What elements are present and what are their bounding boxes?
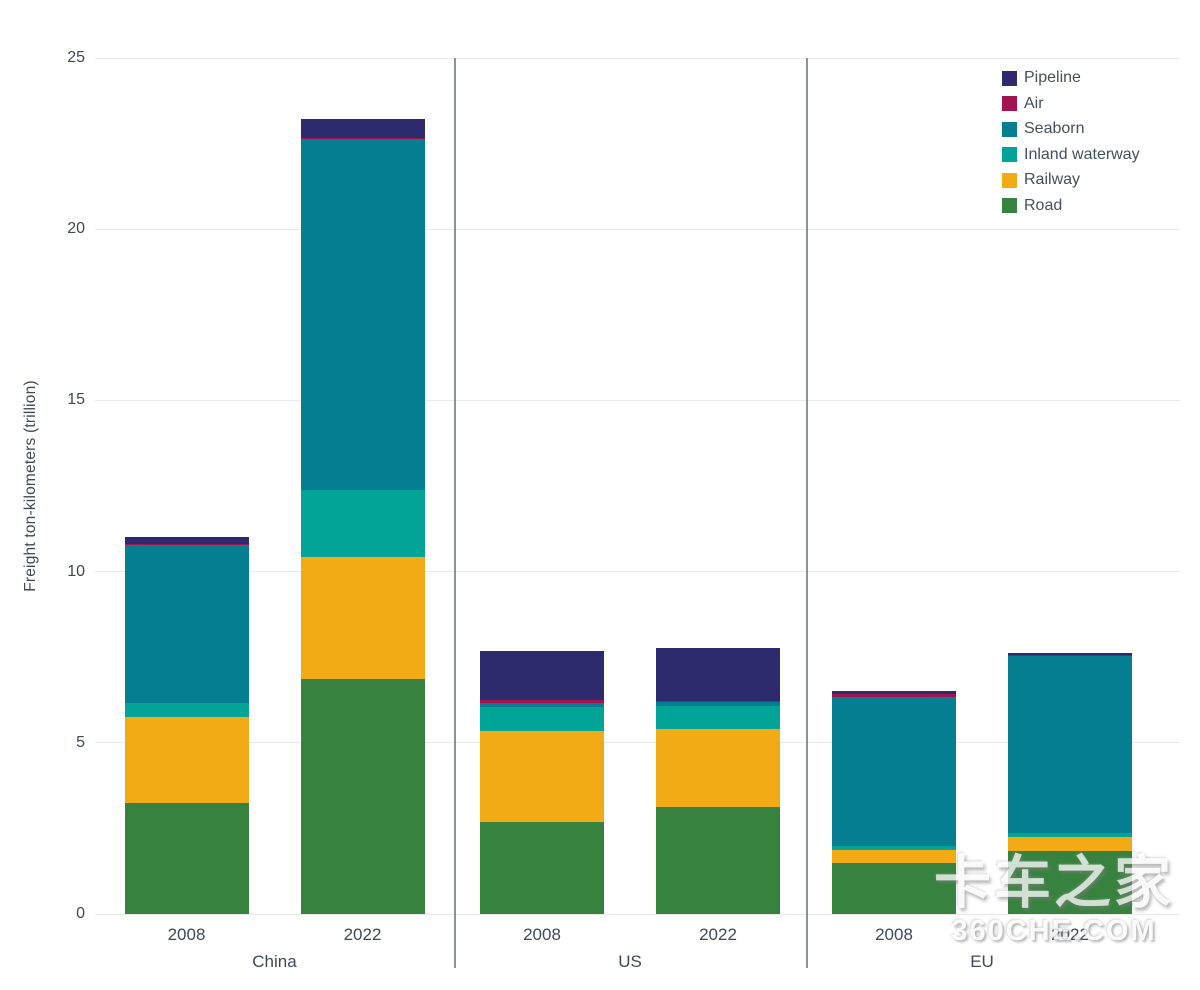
bar-segment-china-2008-pipeline bbox=[124, 536, 249, 544]
legend-label-railway: Railway bbox=[1024, 171, 1081, 188]
legend-swatch-seaborn bbox=[1002, 121, 1017, 137]
legend-label-seaborn: Seaborn bbox=[1024, 120, 1085, 137]
legend-item-inland-waterway: Inland waterway bbox=[1002, 145, 1140, 163]
gridline-5 bbox=[95, 742, 1180, 744]
bar-segment-eu-2008-seaborn bbox=[832, 696, 956, 846]
gridline-10 bbox=[95, 571, 1180, 573]
y-tick-label-0: 0 bbox=[76, 905, 85, 922]
year-label-eu-2008: 2008 bbox=[875, 925, 913, 944]
bar-segment-us-2008-inland-waterway bbox=[480, 706, 604, 732]
bar-segment-china-2022-road bbox=[300, 679, 425, 914]
bar-segment-china-2022-railway bbox=[300, 556, 425, 680]
legend-label-pipeline: Pipeline bbox=[1024, 69, 1081, 86]
bar-segment-us-2008-railway bbox=[480, 731, 604, 822]
bar-segment-us-2008-pipeline bbox=[480, 650, 604, 700]
bar-segment-eu-2008-railway bbox=[832, 849, 956, 863]
legend-swatch-road bbox=[1002, 198, 1017, 213]
y-axis-title: Freight ton-kilometers (trillion) bbox=[22, 380, 39, 592]
legend-item-seaborn: Seaborn bbox=[1002, 120, 1140, 137]
bar-segment-china-2008-road bbox=[124, 802, 249, 914]
bar-segment-china-2022-seaborn bbox=[300, 139, 425, 491]
y-tick-label-10: 10 bbox=[67, 562, 85, 580]
bar-segment-us-2022-pipeline bbox=[656, 647, 780, 702]
legend-item-pipeline: Pipeline bbox=[1002, 69, 1140, 86]
y-tick-label-20: 20 bbox=[67, 220, 85, 238]
bar-segment-china-2022-inland-waterway bbox=[300, 490, 425, 557]
bar-segment-us-2022-road bbox=[656, 806, 780, 914]
group-separator-1 bbox=[454, 58, 456, 968]
legend-label-inland-waterway: Inland waterway bbox=[1024, 145, 1140, 163]
bar-segment-china-2022-pipeline bbox=[300, 119, 425, 139]
bar-segment-us-2008-seaborn bbox=[480, 703, 604, 707]
bar-segment-eu-2008-air bbox=[832, 694, 956, 697]
bar-segment-us-2022-inland-waterway bbox=[656, 706, 780, 730]
y-tick-label-5: 5 bbox=[76, 733, 85, 751]
bar-segment-us-2008-air bbox=[480, 700, 604, 704]
bar-segment-eu-2022-air bbox=[1008, 654, 1132, 656]
legend-swatch-railway bbox=[1002, 172, 1017, 188]
legend-swatch-inland-waterway bbox=[1002, 147, 1017, 162]
bar-segment-china-2008-air bbox=[124, 543, 249, 545]
legend-item-air: Air bbox=[1002, 94, 1140, 112]
bar-segment-us-2022-air bbox=[656, 701, 780, 703]
bar-segment-us-2022-railway bbox=[656, 729, 780, 807]
legend-label-air: Air bbox=[1024, 94, 1044, 112]
legend-label-road: Road bbox=[1024, 196, 1063, 214]
gridline-25 bbox=[95, 57, 1180, 59]
gridline-0 bbox=[95, 913, 1180, 915]
bar-segment-eu-2008-road bbox=[832, 862, 956, 914]
legend-item-railway: Railway bbox=[1002, 171, 1140, 188]
group-label-us: US bbox=[618, 952, 642, 971]
year-label-us-2022: 2022 bbox=[699, 925, 737, 944]
bar-segment-eu-2022-seaborn bbox=[1008, 655, 1132, 833]
group-label-eu: EU bbox=[970, 952, 994, 971]
bar-segment-china-2022-air bbox=[300, 138, 425, 140]
bar-segment-china-2008-seaborn bbox=[124, 544, 249, 704]
y-tick-label-15: 15 bbox=[67, 391, 85, 409]
bar-segment-eu-2008-inland-waterway bbox=[832, 845, 956, 850]
bar-segment-eu-2022-railway bbox=[1008, 836, 1132, 851]
year-label-china-2008: 2008 bbox=[167, 925, 206, 944]
bar-segment-us-2022-seaborn bbox=[656, 702, 780, 707]
year-label-china-2022: 2022 bbox=[343, 925, 382, 944]
bar-segment-china-2008-inland-waterway bbox=[124, 703, 249, 718]
legend-swatch-air bbox=[1002, 96, 1017, 111]
bar-segment-us-2008-road bbox=[480, 821, 604, 914]
legend-swatch-pipeline bbox=[1002, 70, 1017, 86]
group-label-china: China bbox=[252, 952, 297, 971]
group-separator-2 bbox=[806, 58, 808, 968]
bar-segment-eu-2022-inland-waterway bbox=[1008, 832, 1132, 837]
gridline-20 bbox=[95, 228, 1180, 230]
year-label-eu-2022: 2022 bbox=[1051, 925, 1089, 944]
bar-segment-eu-2022-road bbox=[1008, 850, 1132, 914]
year-label-us-2008: 2008 bbox=[523, 925, 561, 944]
legend-item-road: Road bbox=[1002, 196, 1140, 214]
bar-segment-eu-2022-pipeline bbox=[1008, 652, 1132, 655]
y-tick-label-25: 25 bbox=[67, 49, 85, 66]
legend: Pipeline Air Seaborn Inland waterway Railway… bbox=[1002, 69, 1140, 214]
bar-segment-china-2008-railway bbox=[124, 717, 249, 803]
gridline-15 bbox=[95, 399, 1180, 401]
bar-segment-eu-2008-pipeline bbox=[832, 691, 956, 695]
